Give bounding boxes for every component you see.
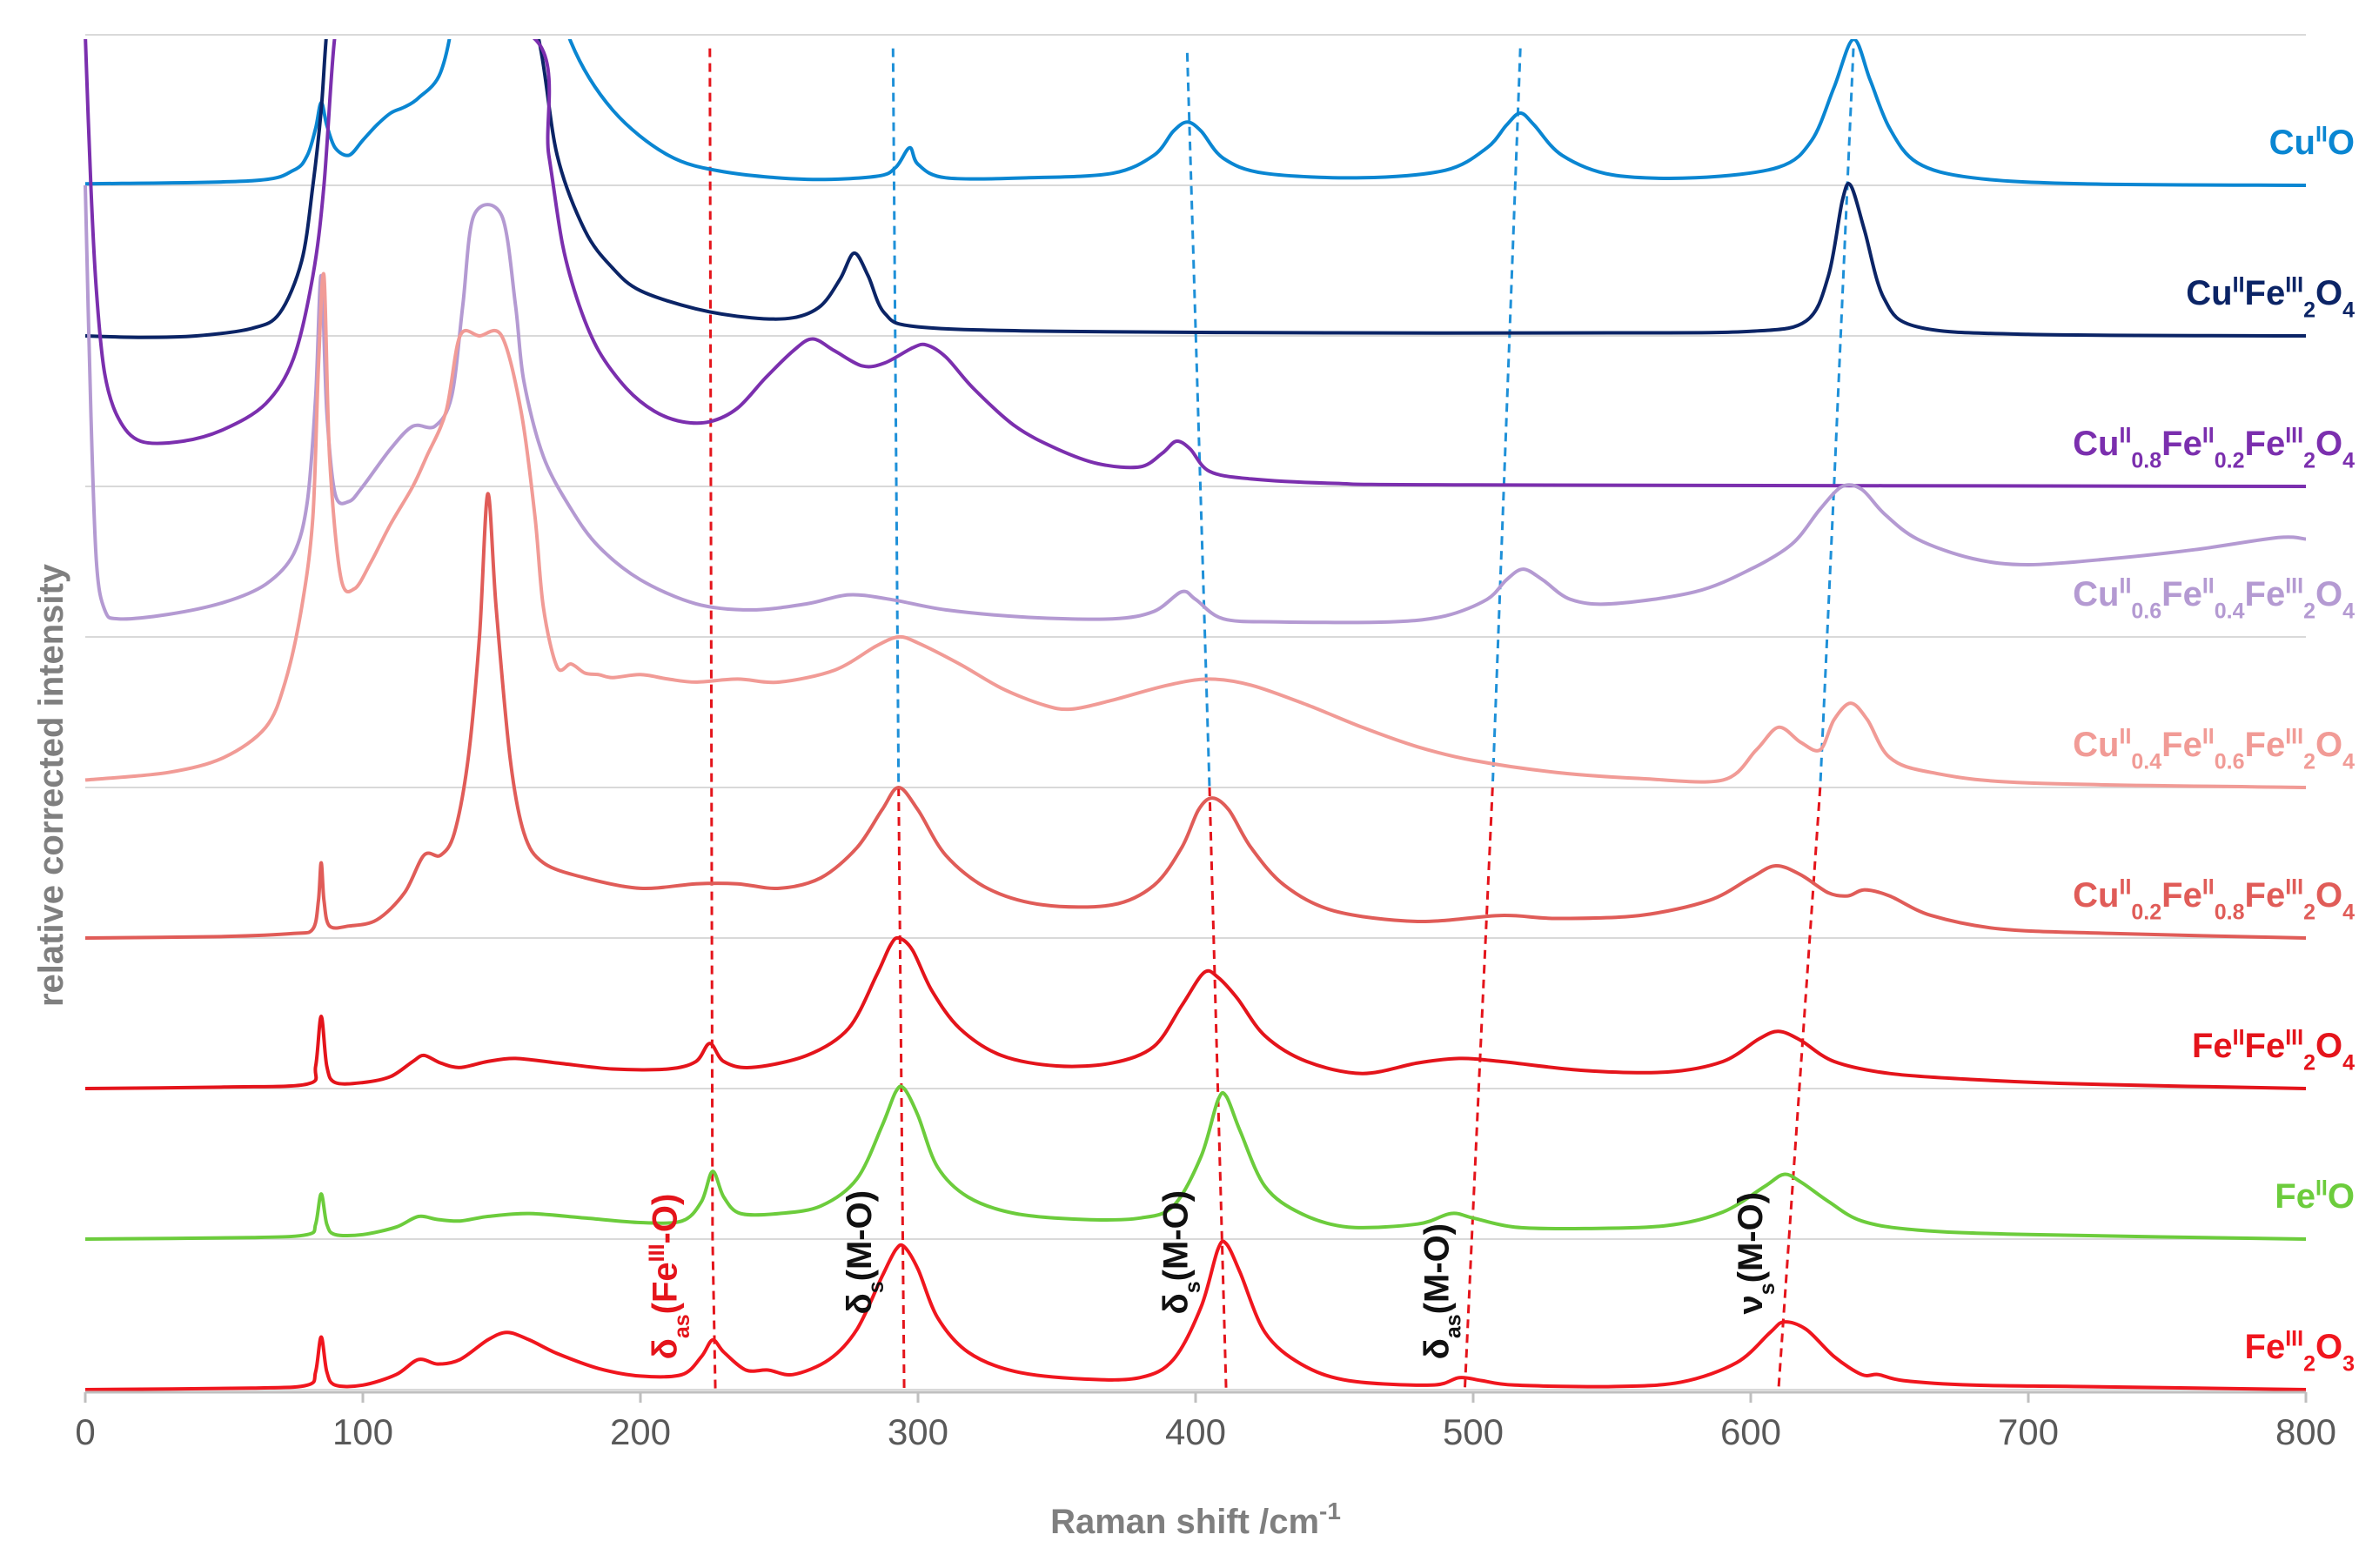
series-label-CuII0.6FeII0.4FeIII2O4: CuII0.6FeII0.4FeIII2O4 <box>2073 574 2355 624</box>
x-tick-label: 100 <box>332 1411 393 1452</box>
x-tick-label: 800 <box>2275 1411 2336 1452</box>
series-line-CuII0.6FeII0.4FeIII2O4 <box>84 184 2307 625</box>
series-line-CuIIFeIII2O4 <box>84 39 2307 339</box>
series-line-FeIII2O3 <box>84 1239 2307 1391</box>
annotation-delta-as-feiii-o: δas(FeIII-O) <box>645 1194 694 1360</box>
x-tick-label: 600 <box>1720 1411 1781 1452</box>
x-tick-label: 400 <box>1165 1411 1226 1452</box>
annotation-nu-s-mo: νs(M-O) <box>1732 1192 1779 1315</box>
peak-guide-line <box>1491 48 1522 788</box>
series-label-FeIIFeIII2O4: FeIIFeIII2O4 <box>2192 1026 2355 1075</box>
peak-guide-line <box>891 48 901 788</box>
peak-guide-line <box>1463 787 1494 1390</box>
x-axis-label: Raman shift /cm-1 <box>1050 1498 1341 1541</box>
series-line-FeIIFeIII2O4 <box>84 935 2307 1090</box>
y-axis-label: relative corrected intensity <box>32 563 70 1007</box>
grid-lines <box>85 34 2306 1390</box>
series-label-CuIIO: CuIIO <box>2269 123 2355 162</box>
series-line-CuII0.4FeII0.6FeIII2O4 <box>84 271 2307 789</box>
series-line-CuII0.8FeII0.2FeIII2O4 <box>84 39 2307 488</box>
annotation-delta-s-mo-1: δs(M-O) <box>841 1190 888 1315</box>
x-tick-label: 0 <box>75 1411 95 1452</box>
x-tick-label: 200 <box>610 1411 671 1452</box>
spectra <box>84 39 2307 1391</box>
series-line-CuIIO <box>84 39 2307 187</box>
peak-guide-line <box>1819 48 1855 788</box>
series-line-FeIIO <box>84 1084 2307 1241</box>
band-annotations: δas(FeIII-O) δs(M-O) δs(M-O) δas(M-O) νs(M-O… <box>645 1190 1779 1359</box>
x-axis: 0 100 200 300 400 500 600 700 800 <box>75 1390 2336 1452</box>
series-labels: CuIIO CuIIFeIII2O4 CuII0.8FeII0.2FeIII2O4 C… <box>2073 123 2355 1377</box>
annotation-delta-as-mo: δas(M-O) <box>1417 1223 1465 1359</box>
x-tick-label: 700 <box>1998 1411 2059 1452</box>
series-label-CuIIFeIII2O4: CuIIFeIII2O4 <box>2186 273 2355 323</box>
peak-guide-line <box>1208 787 1228 1390</box>
annotation-delta-s-mo-2: δs(M-O) <box>1156 1190 1204 1315</box>
series-label-FeIIO: FeIIO <box>2275 1176 2355 1216</box>
peak-guide-line <box>1185 52 1211 788</box>
series-line-CuII0.2FeII0.8FeIII2O4 <box>84 492 2307 940</box>
series-label-CuII0.2FeII0.8FeIII2O4: CuII0.2FeII0.8FeIII2O4 <box>2073 875 2355 925</box>
series-label-CuII0.4FeII0.6FeIII2O4: CuII0.4FeII0.6FeIII2O4 <box>2073 725 2355 774</box>
x-tick-label: 500 <box>1443 1411 1504 1452</box>
series-label-FeIII2O3: FeIII2O3 <box>2245 1327 2355 1377</box>
series-label-CuII0.8FeII0.2FeIII2O4: CuII0.8FeII0.2FeIII2O4 <box>2073 424 2355 473</box>
x-axis-label-exponent: -1 <box>1319 1498 1341 1524</box>
peak-guide-line <box>1777 787 1822 1390</box>
peak-guide-lines <box>708 48 1855 1390</box>
x-tick-label: 300 <box>888 1411 948 1452</box>
peak-guide-line <box>708 48 717 1390</box>
x-axis-label-text: Raman shift /cm <box>1050 1503 1319 1541</box>
peak-guide-line <box>897 787 906 1390</box>
